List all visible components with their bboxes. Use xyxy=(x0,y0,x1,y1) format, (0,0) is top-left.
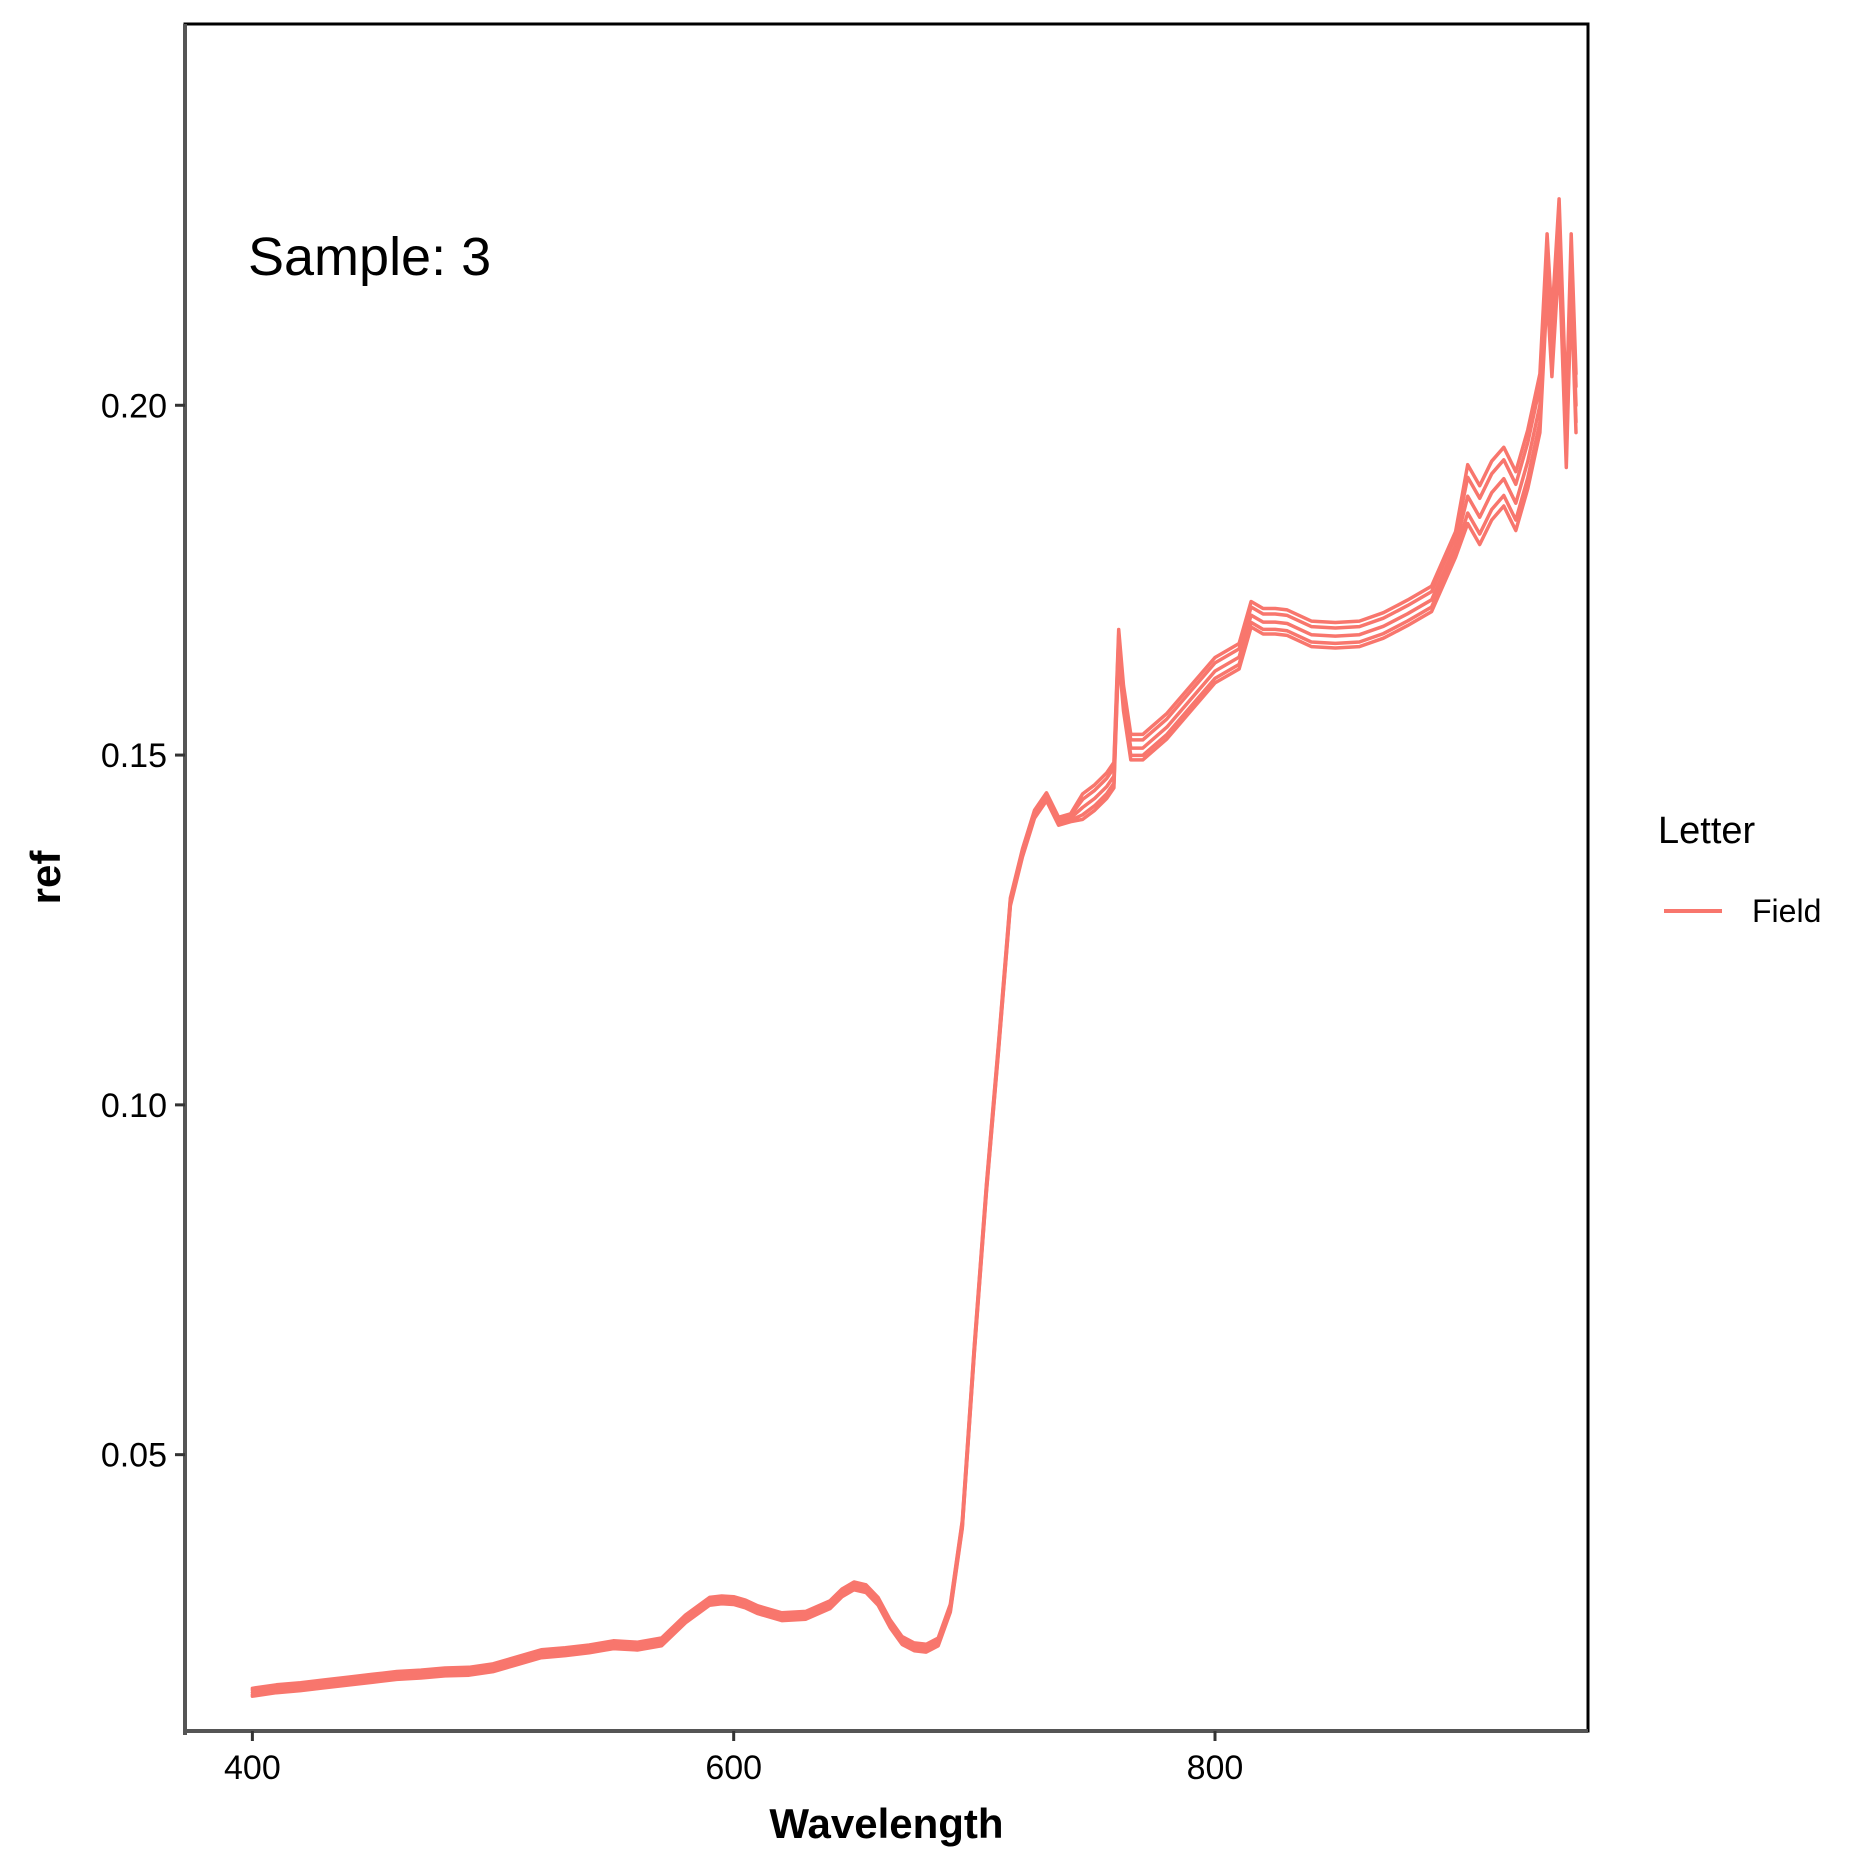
series-line-field-4 xyxy=(250,197,1578,1691)
y-axis: 0.05 0.10 0.15 0.20 xyxy=(101,24,187,1735)
y-tick-label: 0.05 xyxy=(101,1437,167,1475)
x-axis: 400 600 800 xyxy=(185,1729,1588,1787)
y-tick-label: 0.20 xyxy=(101,387,167,425)
y-tick-label: 0.10 xyxy=(101,1087,167,1125)
series-line-field-5 xyxy=(250,255,1578,1698)
legend-label: Field xyxy=(1752,893,1821,929)
x-axis-title: Wavelength xyxy=(769,1800,1003,1847)
series-layer xyxy=(250,197,1578,1698)
x-tick-label: 400 xyxy=(224,1749,281,1787)
series-line-field-1 xyxy=(250,228,1578,1695)
x-tick-label: 600 xyxy=(705,1749,762,1787)
legend-title: Letter xyxy=(1658,810,1756,852)
series-line-field-3 xyxy=(250,245,1578,1697)
x-tick-label: 800 xyxy=(1187,1749,1244,1787)
legend: Letter Field xyxy=(1658,810,1821,929)
series-line-field-2 xyxy=(250,209,1578,1692)
sample-annotation: Sample: 3 xyxy=(248,227,491,287)
y-tick-label: 0.15 xyxy=(101,737,167,775)
y-axis-title: ref xyxy=(22,850,69,905)
